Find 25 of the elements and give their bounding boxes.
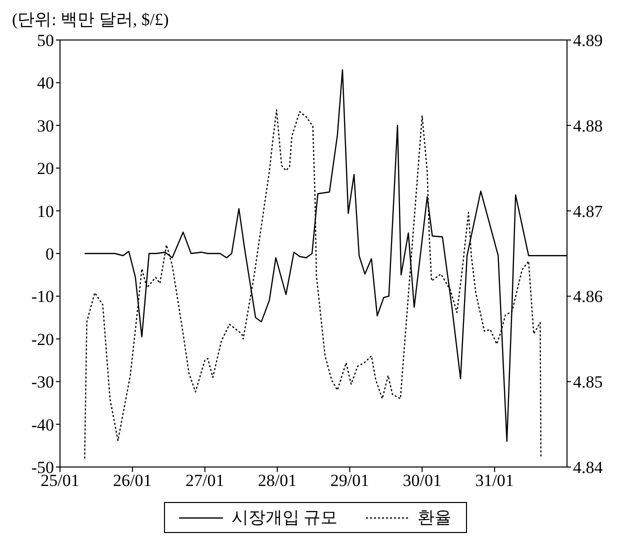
y-tick-label: 50 xyxy=(37,31,54,50)
y-tick-label: -40 xyxy=(31,415,54,434)
x-tick-label: 29/01 xyxy=(330,471,370,490)
y-tick-label: -10 xyxy=(31,287,54,306)
text: (단위: 백만 달러, $/£) xyxy=(12,9,170,30)
legend-label: 시장개입 규모 xyxy=(231,507,338,529)
x-tick-label: 26/01 xyxy=(113,471,152,490)
y-tick-label: 10 xyxy=(37,202,54,221)
y2-tick-label: 4.85 xyxy=(573,372,603,392)
y2-tick-label: 4.89 xyxy=(573,31,603,50)
y2-tick-label: 4.88 xyxy=(573,116,603,136)
legend-label: 환율 xyxy=(418,507,452,529)
y2-tick-label: 4.84 xyxy=(573,458,604,478)
x-tick-label: 27/01 xyxy=(185,471,224,490)
x-tick-label: 31/01 xyxy=(475,471,514,490)
y-tick-label: 30 xyxy=(37,116,54,136)
y-tick-label: -30 xyxy=(31,372,54,392)
x-tick-label: 30/01 xyxy=(402,471,442,490)
y-tick-label: 20 xyxy=(37,159,54,178)
y2-tick-label: 4.87 xyxy=(573,202,604,221)
y2-tick-label: 4.86 xyxy=(573,287,603,306)
x-tick-label: 28/01 xyxy=(258,471,297,490)
y-tick-label: 40 xyxy=(37,74,54,93)
y-tick-label: -20 xyxy=(31,330,54,349)
y-tick-label: 0 xyxy=(46,244,54,264)
